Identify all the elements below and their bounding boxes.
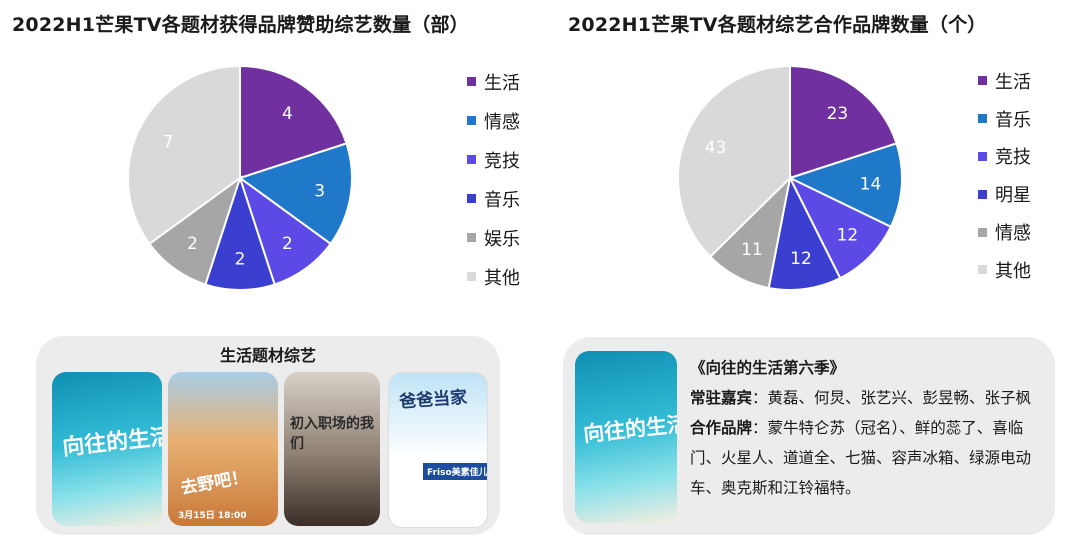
poster-xiangwang[interactable]: 向往的生活 — [52, 372, 162, 526]
legend-swatch — [467, 272, 476, 281]
legend-swatch — [978, 151, 987, 161]
pie-slice-1-2 — [787, 175, 893, 280]
right-legend: 生活音乐竞技明星情感其他 — [978, 62, 1031, 289]
poster-title: 向往的生活 — [582, 411, 677, 447]
legend-swatch — [467, 233, 476, 242]
pie-label-0-3: 2 — [235, 250, 246, 270]
pie-slice-1-1 — [787, 142, 903, 229]
show-description: 《向往的生活第六季》 常驻嘉宾：黄磊、何炅、张艺兴、彭昱畅、张子枫 合作品牌：蒙… — [690, 353, 1040, 503]
partners-text: ：蒙牛特仑苏（冠名）、鲜的蕊了、喜临门、火星人、道道全、七猫、容声冰箱、绿源电动… — [690, 419, 1032, 497]
pie-label-1-1: 14 — [860, 175, 882, 195]
legend-item-0-2: 竞技 — [467, 140, 520, 179]
poster-title: 初入职场的我们 — [290, 416, 374, 452]
legend-swatch — [467, 116, 476, 125]
legend-label: 生活 — [995, 71, 1031, 93]
legend-label: 音乐 — [995, 109, 1031, 131]
legend-item-0-5: 其他 — [467, 257, 520, 296]
pie-slice-0-1 — [237, 142, 353, 246]
legend-item-1-3: 明星 — [978, 175, 1031, 213]
partners-line: 合作品牌：蒙牛特仑苏（冠名）、鲜的蕊了、喜临门、火星人、道道全、七猫、容声冰箱、… — [690, 413, 1040, 503]
pie-slice-1-5 — [677, 64, 791, 259]
pie-label-1-2: 12 — [837, 226, 859, 246]
legend-swatch — [467, 155, 476, 164]
left-legend: 生活情感竞技音乐娱乐其他 — [467, 62, 520, 296]
legend-item-1-5: 其他 — [978, 251, 1031, 289]
legend-label: 竞技 — [484, 150, 520, 172]
legend-label: 娱乐 — [484, 228, 520, 250]
legend-label: 生活 — [484, 72, 520, 94]
lifestyle-card-title: 生活题材综艺 — [219, 346, 316, 365]
pie-label-0-4: 2 — [187, 234, 198, 254]
legend-item-1-0: 生活 — [978, 62, 1031, 100]
poster-badge: Friso美素佳儿 — [423, 463, 487, 480]
pie-label-0-0: 4 — [282, 104, 293, 124]
guests-label: 常驻嘉宾 — [690, 389, 753, 407]
show-detail-card: 向往的生活 《向往的生活第六季》 常驻嘉宾：黄磊、何炅、张艺兴、彭昱畅、张子枫 … — [563, 337, 1055, 535]
poster-xiangwang-detail[interactable]: 向往的生活 — [575, 351, 677, 523]
pie-label-1-3: 12 — [790, 249, 812, 269]
poster-baba-dangjia[interactable]: 爸爸当家 Friso美素佳儿 — [388, 372, 488, 528]
legend-swatch — [978, 265, 987, 275]
pie-label-0-2: 2 — [282, 234, 293, 254]
pie-slice-1-0 — [789, 64, 898, 180]
legend-label: 情感 — [484, 111, 520, 133]
right-chart-title: 2022H1芒果TV各题材综艺合作品牌数量（个） — [568, 14, 987, 36]
right-pie-chart: 23 14 12 12 11 43 — [677, 64, 903, 291]
legend-label: 音乐 — [484, 189, 520, 211]
legend-swatch — [978, 114, 987, 124]
poster-quyeba[interactable]: 去野吧！ 3月15日 18:00 — [168, 372, 278, 526]
pie-slice-1-3 — [767, 174, 842, 291]
poster-churu-zhichang[interactable]: 初入职场的我们 — [284, 372, 380, 526]
left-pie-chart: 4 3 2 2 2 7 — [127, 64, 353, 291]
legend-swatch — [978, 76, 987, 86]
poster-caption: 3月15日 18:00 — [178, 511, 247, 521]
legend-swatch — [978, 189, 987, 199]
legend-item-1-2: 竞技 — [978, 138, 1031, 176]
legend-label: 其他 — [484, 267, 520, 289]
guests-line: 常驻嘉宾：黄磊、何炅、张艺兴、彭昱畅、张子枫 — [690, 383, 1040, 413]
legend-item-1-4: 情感 — [978, 213, 1031, 251]
legend-item-0-0: 生活 — [467, 62, 520, 101]
legend-item-0-3: 音乐 — [467, 179, 520, 218]
pie-label-1-0: 23 — [827, 104, 849, 124]
legend-label: 情感 — [995, 223, 1031, 245]
lifestyle-shows-card: 生活题材综艺 向往的生活 去野吧！ 3月15日 18:00 初入职场的我们 爸爸… — [36, 336, 500, 535]
legend-item-0-1: 情感 — [467, 101, 520, 140]
left-chart-title: 2022H1芒果TV各题材获得品牌赞助综艺数量（部） — [12, 14, 469, 36]
partners-label: 合作品牌 — [690, 419, 753, 437]
pie-label-0-5: 7 — [163, 132, 174, 152]
legend-swatch — [467, 194, 476, 203]
legend-swatch — [978, 227, 987, 237]
poster-title: 去野吧！ — [179, 467, 250, 499]
pie-label-1-4: 11 — [741, 240, 763, 260]
legend-item-0-4: 娱乐 — [467, 218, 520, 257]
poster-title: 爸爸当家 — [398, 387, 468, 413]
pie-slice-0-0 — [239, 64, 348, 180]
legend-swatch — [467, 77, 476, 86]
show-title: 《向往的生活第六季》 — [690, 359, 846, 377]
legend-item-1-1: 音乐 — [978, 100, 1031, 138]
legend-label: 其他 — [995, 260, 1031, 282]
legend-label: 竞技 — [995, 147, 1031, 169]
pie-label-0-1: 3 — [314, 182, 325, 202]
poster-title: 向往的生活 — [61, 424, 162, 461]
guests-text: ：黄磊、何炅、张艺兴、彭昱畅、张子枫 — [752, 389, 1032, 407]
pie-slice-0-5 — [127, 64, 241, 246]
pie-label-1-5: 43 — [705, 138, 727, 158]
legend-label: 明星 — [995, 185, 1031, 207]
